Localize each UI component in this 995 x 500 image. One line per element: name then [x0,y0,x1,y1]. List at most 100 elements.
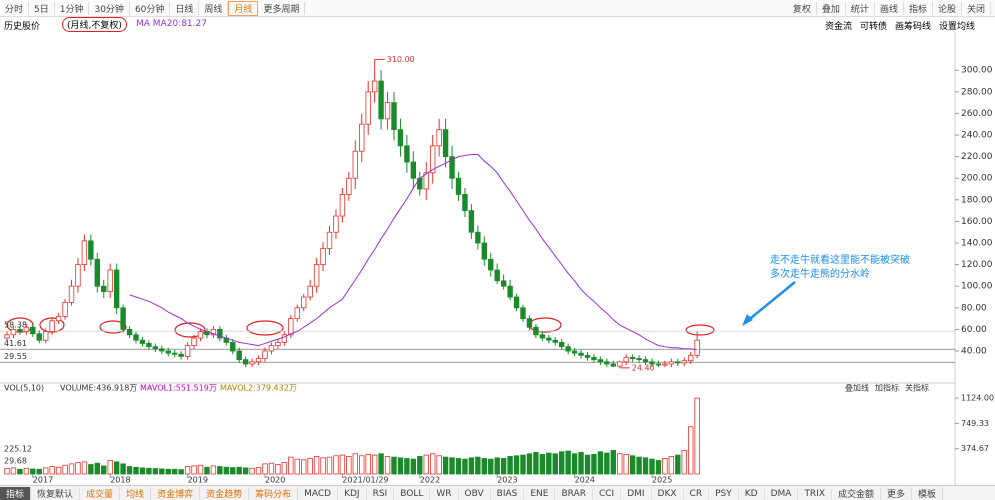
indicator-tab[interactable]: 均线 [120,487,152,500]
candle-body [75,264,81,287]
volume-bar [500,458,507,475]
candle-body [513,296,520,309]
ref-label: 58.38 [4,321,27,330]
info-action[interactable]: 设置均线 [938,22,975,32]
candle-body [378,80,384,120]
tool-button[interactable]: 统计 [846,1,875,15]
candle-body [668,361,675,365]
volume-bar [604,452,610,475]
indicator-tab[interactable]: KDJ [338,488,367,499]
volume-level: 29.68 [4,457,27,466]
period-tab[interactable]: 月线 [228,0,259,16]
volume-bar [507,456,513,475]
volume-bar [578,451,584,475]
candle-body [43,331,49,341]
period-tab[interactable]: 5日 [29,1,55,15]
annotation-arrow [742,281,796,326]
indicator-tab[interactable]: 更多 [881,487,913,500]
y-tick-label: 200.00 [961,174,993,184]
indicator-tab[interactable]: 成交金额 [832,487,882,500]
tool-button[interactable]: 复权 [788,1,817,15]
info-action[interactable]: 可转债 [859,22,887,32]
indicator-tab[interactable]: CCI [593,488,622,499]
indicator-tab[interactable]: DMI [621,488,652,499]
candle-body [300,296,307,309]
indicator-tab[interactable]: MACD [298,488,339,499]
candle-body [126,329,133,336]
candle-body [88,240,94,260]
indicator-tab[interactable]: BRAR [555,488,593,499]
period-tab[interactable]: 60分钟 [130,1,171,15]
candle-body [249,361,255,365]
tool-button[interactable]: 指标 [904,1,933,15]
volume-bar [113,461,120,475]
candle-body [397,129,404,147]
volume-bar [94,462,100,475]
volume-bar [610,449,616,475]
mode[interactable]: (月线,不复权) [62,17,127,32]
volume-bar [262,463,268,475]
candle-body [68,285,75,303]
volume-bar [668,456,675,475]
candle-body [62,302,68,317]
candle-body [617,361,623,367]
indicator-tab[interactable]: DMA [765,488,799,499]
candle-body [359,123,365,152]
indicator-tab[interactable]: BOLL [394,488,431,499]
indicator-tab[interactable]: 筹码分布 [249,487,299,500]
indicator-tab[interactable]: PSY [709,488,739,499]
tool-button[interactable]: 画线 [875,1,904,15]
indicator-tab[interactable]: KD [739,488,765,499]
indicator-tab[interactable]: RSI [367,488,395,499]
y-tick-label: 260.00 [961,109,993,119]
indicator-tab[interactable]: 资金博弈 [151,487,201,500]
indicator-tab[interactable]: BIAS [491,488,525,499]
volume-bar [662,458,668,475]
volume-bar [429,453,436,475]
indicator-tab[interactable]: TRIX [798,488,833,499]
period-tab[interactable]: 分时 [0,1,30,15]
indicator-tab[interactable]: 指标 [0,487,32,500]
period-tab[interactable]: 周线 [199,1,229,15]
volume-bar [107,460,113,475]
tool-button[interactable]: 论股 [933,1,962,15]
indicator-tab[interactable]: WR [430,488,459,499]
volume-bar [43,467,49,475]
candle-body [217,329,223,339]
period-tab[interactable]: 更多周期 [258,1,306,15]
volume-bar [204,466,210,475]
volume-bar [333,455,339,475]
period-tab[interactable]: 1分钟 [55,1,90,15]
indicator-tab[interactable]: OBV [459,488,491,499]
candle-body [604,361,610,365]
volume-bar [255,467,262,475]
indicator-tab[interactable]: DKX [652,488,684,499]
indicator-tab[interactable]: 成交量 [80,487,121,500]
tool-button[interactable]: 叠加 [817,1,846,15]
period-tab[interactable]: 日线 [170,1,200,15]
candle-body [178,353,184,357]
y-tick-label: 280.00 [961,87,993,97]
indicator-tab[interactable]: 恢复默认 [31,487,81,500]
info-action[interactable]: 资金流 [824,22,852,32]
candle-body [30,326,36,335]
candle-body [133,334,139,341]
x-tick-label: 2020 [265,476,285,485]
indicator-tab[interactable]: ENE [524,488,556,499]
volume-action: 加指标 [875,383,899,393]
candle-body [442,129,449,158]
volume-bar [210,465,217,475]
tool-button[interactable]: 关闭 [962,1,991,15]
info-action[interactable]: 画筹码线 [894,22,931,32]
candle-body [113,269,120,309]
candle-body [10,329,17,336]
volume-bar [391,456,397,475]
tool-buttons: 复权 叠加 统计 画线 指标 论股 关闭 [788,0,991,16]
indicator-tab[interactable]: 模板 [912,487,944,500]
indicator-tab[interactable]: 资金趋势 [200,487,250,500]
candle-body [171,352,178,355]
period-tab[interactable]: 30分钟 [89,1,130,15]
x-tick-label: 2021/01/29 [342,476,388,485]
volume-bar [139,467,146,475]
indicator-tab[interactable]: CR [684,488,710,499]
